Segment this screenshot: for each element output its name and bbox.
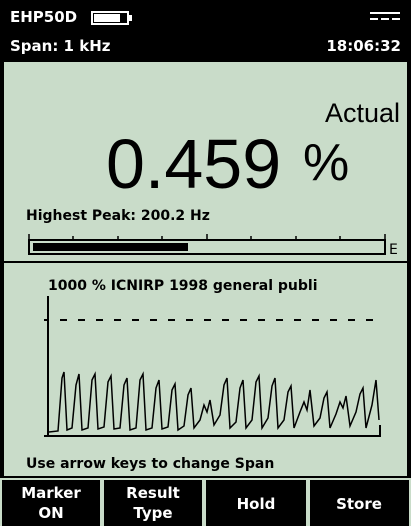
spectrum-trace [48,371,380,433]
power-icon [370,12,400,20]
reading-value: 0.459 [106,125,281,203]
bar-end-label: E [389,242,398,258]
result-mode: Actual [325,98,400,128]
span-label: Span: 1 kHz [10,37,111,55]
softkey-label[interactable]: Type [133,504,172,522]
reading-unit: % [303,134,349,192]
battery-icon [91,11,132,25]
softkey-label[interactable]: Store [336,495,382,513]
divider [4,261,407,263]
level-bar [28,234,386,255]
hint-text: Use arrow keys to change Span [26,456,274,472]
softkey[interactable] [2,480,100,526]
model-name: EHP50D [10,8,77,26]
graph-frame [44,296,381,437]
softkey[interactable] [310,480,409,526]
highest-peak: Highest Peak: 200.2 Hz [26,208,210,224]
softkey-label[interactable]: Result [126,484,180,502]
softkey-label[interactable]: Marker [21,484,81,502]
clock: 18:06:32 [326,37,401,55]
graph-title: 1000 % ICNIRP 1998 general publi [48,278,318,294]
softkey[interactable] [206,480,306,526]
softkey[interactable] [104,480,202,526]
softkey-label[interactable]: ON [38,504,63,522]
softkey-label[interactable]: Hold [237,495,276,513]
